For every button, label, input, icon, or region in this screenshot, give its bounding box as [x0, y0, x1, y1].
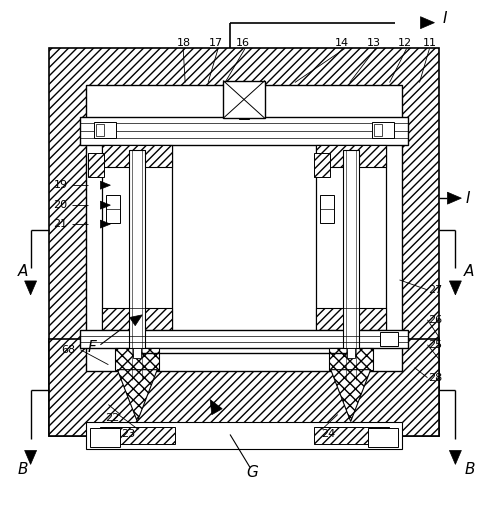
- Bar: [129, 150, 145, 380]
- Bar: [374, 124, 382, 136]
- Text: I: I: [465, 191, 469, 205]
- Text: B: B: [464, 462, 475, 477]
- Bar: [87, 422, 401, 450]
- Polygon shape: [450, 281, 461, 295]
- Polygon shape: [450, 450, 461, 464]
- Text: A: A: [17, 265, 28, 280]
- Text: 25: 25: [428, 340, 443, 350]
- Bar: [314, 153, 330, 177]
- Bar: [88, 153, 104, 177]
- Text: B: B: [17, 462, 28, 477]
- Bar: [239, 119, 249, 120]
- Bar: [223, 81, 265, 119]
- Text: A: A: [464, 265, 474, 280]
- Polygon shape: [25, 450, 36, 464]
- Polygon shape: [25, 281, 36, 295]
- Text: 28: 28: [428, 373, 443, 383]
- Polygon shape: [420, 17, 434, 29]
- Text: G: G: [246, 465, 258, 480]
- Bar: [103, 145, 172, 330]
- Polygon shape: [130, 315, 142, 326]
- Bar: [90, 428, 121, 448]
- Bar: [115, 348, 159, 369]
- Text: 14: 14: [335, 38, 349, 48]
- Text: F: F: [88, 340, 97, 355]
- Text: 12: 12: [398, 38, 412, 48]
- Bar: [87, 85, 401, 339]
- Text: 19: 19: [53, 180, 68, 190]
- Polygon shape: [101, 220, 110, 228]
- Bar: [372, 122, 394, 138]
- Bar: [329, 348, 373, 369]
- Bar: [81, 330, 408, 348]
- Text: 22: 22: [105, 412, 120, 423]
- Text: 16: 16: [236, 38, 250, 48]
- Polygon shape: [331, 369, 371, 422]
- Bar: [81, 118, 408, 145]
- Bar: [320, 195, 334, 223]
- Bar: [101, 427, 175, 445]
- Bar: [316, 145, 385, 167]
- Bar: [103, 145, 172, 167]
- Bar: [96, 124, 104, 136]
- Bar: [343, 150, 359, 380]
- Bar: [87, 339, 401, 370]
- Bar: [316, 145, 385, 330]
- Text: 11: 11: [422, 38, 436, 48]
- Text: 13: 13: [366, 38, 381, 48]
- Polygon shape: [101, 181, 110, 189]
- Text: 23: 23: [122, 429, 136, 439]
- Text: 20: 20: [53, 200, 68, 210]
- Polygon shape: [117, 369, 157, 422]
- Bar: [106, 195, 121, 223]
- Text: 21: 21: [53, 219, 68, 229]
- Text: I: I: [442, 11, 447, 26]
- Bar: [314, 427, 389, 445]
- Bar: [316, 308, 385, 330]
- Text: 24: 24: [321, 429, 335, 439]
- Text: 18: 18: [177, 38, 191, 48]
- Bar: [49, 339, 439, 436]
- Polygon shape: [101, 201, 110, 209]
- Bar: [347, 348, 355, 358]
- Text: 17: 17: [209, 38, 223, 48]
- Text: 26: 26: [428, 315, 443, 325]
- Text: 27: 27: [428, 285, 443, 295]
- Text: 68: 68: [61, 345, 75, 355]
- Polygon shape: [210, 400, 222, 414]
- Bar: [380, 332, 398, 346]
- Bar: [103, 308, 172, 330]
- Bar: [367, 428, 398, 448]
- Bar: [49, 48, 439, 436]
- Polygon shape: [448, 192, 461, 204]
- Bar: [133, 348, 141, 358]
- Bar: [94, 122, 116, 138]
